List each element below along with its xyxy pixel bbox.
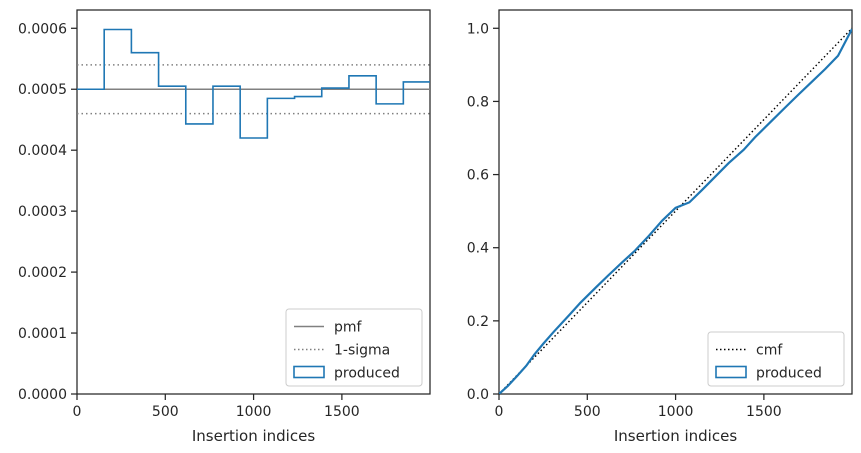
legend-label-cmf: cmf xyxy=(756,343,783,359)
legend-handle-produced xyxy=(293,365,325,379)
y-tick-label: 0.0004 xyxy=(18,143,67,159)
pmf-histogram-panel: 0 500 1000 1500 0.0000 0.0001 0.0002 0.0003 0.00… xyxy=(18,9,431,445)
plot-area xyxy=(499,27,852,394)
cmf-series-line xyxy=(499,27,852,394)
y-tick-label: 0.6 xyxy=(467,168,489,184)
x-tick-label: 0 xyxy=(495,404,504,420)
x-axis-label: Insertion indices xyxy=(614,427,737,445)
y-tick-label: 0.8 xyxy=(467,94,489,110)
y-tick-label: 0.2 xyxy=(467,314,489,330)
y-tick-label: 0.4 xyxy=(467,241,489,257)
x-tick-label: 500 xyxy=(152,404,179,420)
legend-label-pmf: pmf xyxy=(334,320,363,336)
legend: pmf 1-sigma produced xyxy=(285,308,423,387)
y-tick-label: 0.0 xyxy=(467,387,489,403)
x-tick-label: 1000 xyxy=(236,404,272,420)
produced-series-line xyxy=(499,28,852,394)
y-tick-label: 0.0000 xyxy=(18,387,67,403)
plot-area xyxy=(77,28,430,139)
x-tick-label: 1500 xyxy=(324,404,360,420)
y-tick-label: 0.0002 xyxy=(18,265,67,281)
produced-histogram-step xyxy=(77,28,430,139)
y-tick-label: 1.0 xyxy=(467,21,489,37)
y-tick-label: 0.0006 xyxy=(18,21,67,37)
x-tick-label: 0 xyxy=(73,404,82,420)
x-tick-label: 1000 xyxy=(658,404,694,420)
legend-handle-produced xyxy=(715,365,747,379)
x-tick-label: 1500 xyxy=(746,404,782,420)
y-tick-label: 0.0005 xyxy=(18,82,67,98)
legend-label-produced: produced xyxy=(334,366,400,382)
legend-box xyxy=(707,331,845,387)
y-tick-label: 0.0001 xyxy=(18,326,67,342)
x-axis-label: Insertion indices xyxy=(192,427,315,445)
y-tick-label: 0.0003 xyxy=(18,204,67,220)
x-tick-label: 500 xyxy=(574,404,601,420)
legend-label-produced: produced xyxy=(756,366,822,382)
legend-label-1-sigma: 1-sigma xyxy=(334,343,390,359)
cmf-line-panel: 0 500 1000 1500 0.0 0.2 0.4 0.6 0.8 1.0 Insertion … xyxy=(467,9,853,445)
legend: cmf produced xyxy=(707,331,845,387)
